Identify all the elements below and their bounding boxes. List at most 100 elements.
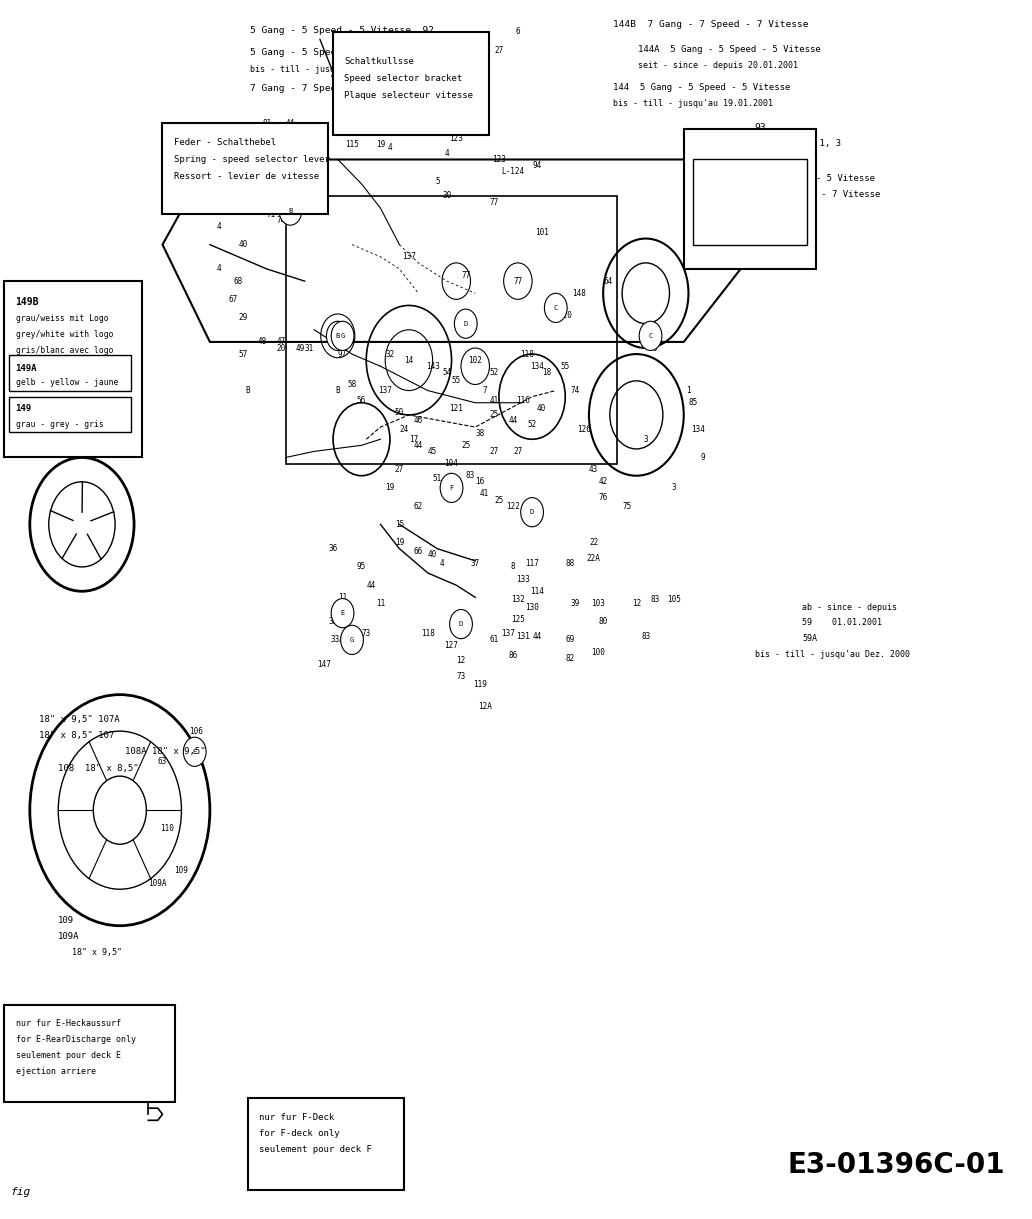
Text: 103: 103 [591,599,606,608]
Text: 121: 121 [430,45,444,55]
Text: 40: 40 [428,550,438,560]
Text: 108  18" x 8,5": 108 18" x 8,5" [58,764,139,773]
Text: 59    01.01.2001: 59 01.01.2001 [802,618,882,627]
Text: 18" x 9,5" 107A: 18" x 9,5" 107A [39,716,120,724]
Text: ejection arriere: ejection arriere [15,1067,96,1076]
Text: 147: 147 [317,659,330,669]
Text: 119: 119 [473,680,487,690]
Text: bis - till - jusqu'au 19.01.2001: bis - till - jusqu'au 19.01.2001 [250,65,410,73]
Text: G: G [341,332,345,340]
Text: 148: 148 [573,289,586,297]
Text: 144B  7 Gang - 7 Speed - 7 Vitesse: 144B 7 Gang - 7 Speed - 7 Vitesse [613,20,808,28]
Text: 30: 30 [442,191,451,200]
Text: 88: 88 [566,558,575,568]
Text: 118: 118 [520,350,535,358]
Text: G: G [350,636,354,642]
Text: 82: 82 [566,653,575,663]
Circle shape [521,497,544,527]
Text: 37: 37 [471,558,480,568]
Text: grey/white with logo: grey/white with logo [15,330,114,339]
Text: 77: 77 [461,271,471,279]
Text: 29: 29 [238,313,248,322]
Text: 91A  7 Gang - 7 Speed - 7 Vitesse: 91A 7 Gang - 7 Speed - 7 Vitesse [703,190,880,199]
Text: 39: 39 [570,599,579,608]
Text: Spring - speed selector lever: Spring - speed selector lever [173,155,330,163]
Text: seulement pour deck F: seulement pour deck F [259,1145,372,1153]
Text: 27: 27 [494,45,504,55]
Text: 12A: 12A [478,702,491,712]
Text: 54: 54 [442,368,451,377]
Text: seulement pour deck E: seulement pour deck E [15,1051,121,1061]
Text: for F-deck only: for F-deck only [259,1129,340,1137]
Text: 25: 25 [461,441,471,450]
Text: ab - since - depuis: ab - since - depuis [802,603,897,612]
Text: 8: 8 [511,562,515,572]
Circle shape [450,610,473,639]
Text: 71: 71 [267,210,277,218]
Text: 55: 55 [452,377,461,385]
Text: 115: 115 [345,140,359,150]
Text: 106: 106 [189,727,202,735]
Text: 83: 83 [465,472,475,480]
Text: 44: 44 [476,35,485,45]
Text: 101: 101 [535,228,549,236]
Text: 57: 57 [238,350,248,358]
Text: 47: 47 [277,338,286,346]
FancyBboxPatch shape [4,1004,174,1102]
Text: D: D [458,619,463,629]
Text: 149B: 149B [15,297,39,307]
Text: D: D [463,319,469,328]
Text: B: B [246,386,250,395]
Text: 59A: 59A [802,634,817,642]
Text: 65: 65 [244,173,253,183]
Circle shape [454,310,477,339]
Text: D: D [459,622,463,627]
Text: 90: 90 [286,155,295,165]
Text: 77: 77 [513,277,522,285]
Text: 36: 36 [328,544,337,553]
Text: 22A: 22A [587,553,601,563]
Text: 67: 67 [229,295,238,304]
Text: 83: 83 [641,631,650,641]
Text: Ressort - levier de vitesse: Ressort - levier de vitesse [173,172,319,180]
Text: 33: 33 [328,617,337,627]
Text: F: F [449,484,454,492]
Text: 69: 69 [224,155,233,165]
Text: 18" x 9,5": 18" x 9,5" [72,947,123,957]
Text: 127: 127 [445,641,458,651]
Text: F: F [449,485,454,491]
Text: 41: 41 [480,490,489,499]
Text: 19: 19 [253,204,262,212]
Text: 25: 25 [489,411,498,419]
Text: 55: 55 [560,362,570,371]
Text: 114: 114 [529,586,544,596]
Text: 116: 116 [516,396,529,405]
Text: 20: 20 [277,344,286,352]
Bar [684,129,816,269]
Text: 144A  5 Gang - 5 Speed - 5 Vitesse: 144A 5 Gang - 5 Speed - 5 Vitesse [638,45,821,54]
Text: 4: 4 [217,222,222,230]
Text: 80: 80 [599,617,608,627]
Text: C: C [648,333,652,339]
Text: 132: 132 [511,595,525,605]
Text: 137: 137 [379,386,392,395]
Text: 25: 25 [494,496,504,505]
Text: 75: 75 [622,502,632,511]
Text: 17: 17 [409,435,418,444]
Text: 40: 40 [319,137,328,146]
Circle shape [279,196,301,226]
Text: 117: 117 [525,558,539,568]
Text: 46: 46 [414,417,423,425]
Text: G: G [341,333,345,339]
Text: 70: 70 [244,143,253,152]
Text: grau - grey - gris: grau - grey - gris [15,419,103,429]
Text: B: B [335,386,341,395]
Text: 134: 134 [691,425,705,434]
FancyBboxPatch shape [9,396,131,432]
Text: 109A: 109A [149,879,167,887]
Text: 62: 62 [414,502,423,511]
Text: for E-RearDischarge only: for E-RearDischarge only [15,1035,135,1045]
Circle shape [326,322,349,350]
Bar [286,196,617,463]
Text: 123: 123 [449,134,463,144]
